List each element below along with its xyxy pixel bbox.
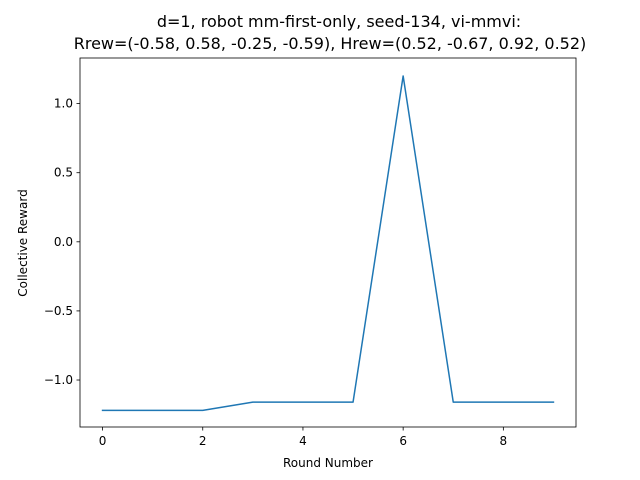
y-axis-label: Collective Reward <box>16 189 30 296</box>
plot-area: 0 2 4 6 8 −1.0 −0.5 0.0 0.5 1.0 <box>44 75 555 448</box>
x-tick-label: 4 <box>299 434 307 448</box>
y-tick-label: −1.0 <box>44 373 73 387</box>
y-tick-label: 1.0 <box>54 97 73 111</box>
x-tick-label: 6 <box>399 434 407 448</box>
x-tick-label: 8 <box>500 434 508 448</box>
chart-title-line-1: d=1, robot mm-first-only, seed-134, vi-m… <box>157 12 521 31</box>
y-tick-label: 0.5 <box>54 166 73 180</box>
series-line-0 <box>101 75 555 412</box>
x-tick-label: 0 <box>99 434 107 448</box>
x-axis-label: Round Number <box>283 456 373 470</box>
y-tick-label: 0.0 <box>54 235 73 249</box>
x-tick-label: 2 <box>199 434 207 448</box>
chart-title-line-2: Rrew=(-0.58, 0.58, -0.25, -0.59), Hrew=(… <box>74 34 587 53</box>
plot-frame <box>79 57 577 428</box>
y-tick-label: −0.5 <box>44 304 73 318</box>
